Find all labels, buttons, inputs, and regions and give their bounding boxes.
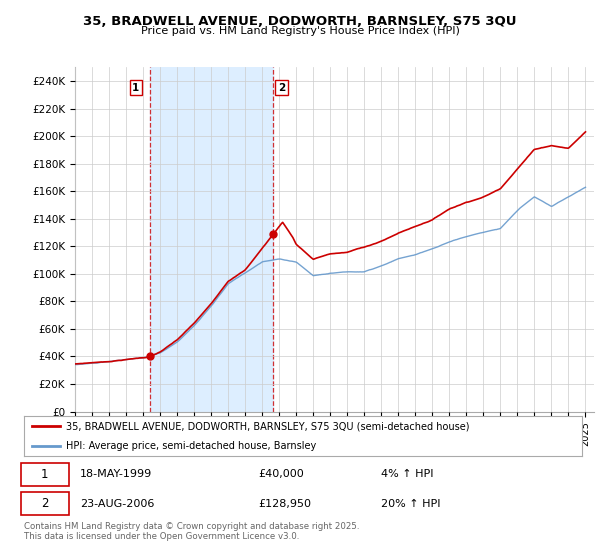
FancyBboxPatch shape	[21, 492, 68, 515]
Text: 23-AUG-2006: 23-AUG-2006	[80, 498, 154, 508]
Text: 20% ↑ HPI: 20% ↑ HPI	[381, 498, 440, 508]
Text: 1: 1	[41, 468, 49, 480]
Text: £128,950: £128,950	[259, 498, 311, 508]
Text: Contains HM Land Registry data © Crown copyright and database right 2025.
This d: Contains HM Land Registry data © Crown c…	[24, 522, 359, 542]
Bar	[149, 67, 273, 412]
Text: 35, BRADWELL AVENUE, DODWORTH, BARNSLEY, S75 3QU (semi-detached house): 35, BRADWELL AVENUE, DODWORTH, BARNSLEY,…	[66, 421, 469, 431]
Text: HPI: Average price, semi-detached house, Barnsley: HPI: Average price, semi-detached house,…	[66, 441, 316, 451]
Text: 18-MAY-1999: 18-MAY-1999	[80, 469, 152, 479]
Text: 4% ↑ HPI: 4% ↑ HPI	[381, 469, 434, 479]
Text: £40,000: £40,000	[259, 469, 304, 479]
Text: 2: 2	[278, 83, 285, 93]
FancyBboxPatch shape	[21, 463, 68, 486]
Text: 1: 1	[132, 83, 140, 93]
Text: 35, BRADWELL AVENUE, DODWORTH, BARNSLEY, S75 3QU: 35, BRADWELL AVENUE, DODWORTH, BARNSLEY,…	[83, 15, 517, 27]
Text: 2: 2	[41, 497, 49, 510]
Text: Price paid vs. HM Land Registry's House Price Index (HPI): Price paid vs. HM Land Registry's House …	[140, 26, 460, 36]
